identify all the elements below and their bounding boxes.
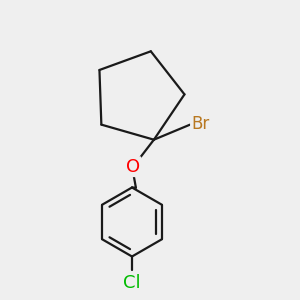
Text: O: O (126, 158, 140, 176)
Text: Cl: Cl (123, 274, 141, 292)
Text: Br: Br (191, 115, 210, 133)
